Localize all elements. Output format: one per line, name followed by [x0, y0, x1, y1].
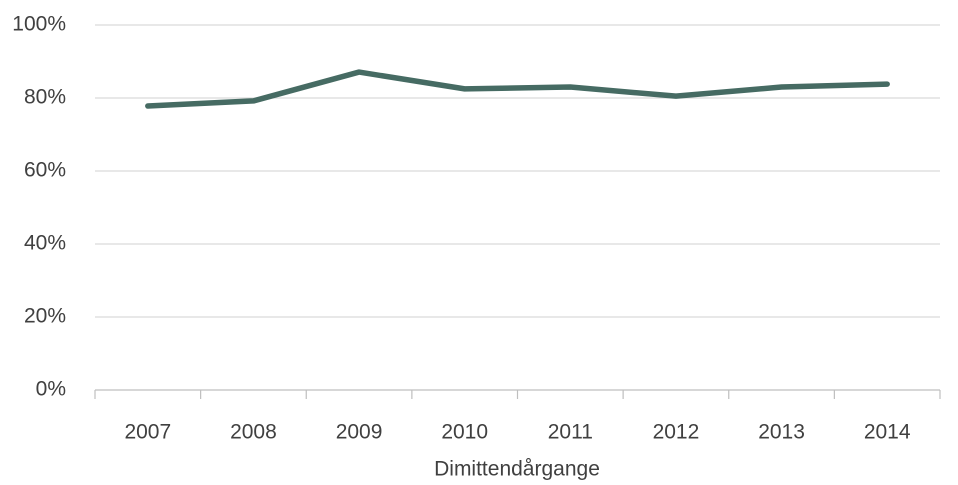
y-tick-label: 100%: [12, 13, 66, 36]
x-tick-label: 2011: [548, 421, 593, 444]
x-tick-label: 2014: [864, 421, 911, 444]
x-tick-label: 2010: [441, 421, 488, 444]
x-tick-label: 2007: [124, 421, 171, 444]
y-tick-label: 20%: [24, 305, 66, 328]
x-axis-title: Dimittendårgange: [434, 458, 600, 481]
y-tick-label: 60%: [24, 159, 66, 182]
y-tick-label: 40%: [24, 232, 66, 255]
x-tick-label: 2008: [230, 421, 277, 444]
y-tick-label: 0%: [36, 378, 66, 401]
x-tick-label: 2012: [653, 421, 700, 444]
x-tick-label: 2009: [336, 421, 383, 444]
line-series: [145, 69, 890, 109]
y-tick-label: 80%: [24, 86, 66, 109]
x-tick-label: 2013: [758, 421, 805, 444]
